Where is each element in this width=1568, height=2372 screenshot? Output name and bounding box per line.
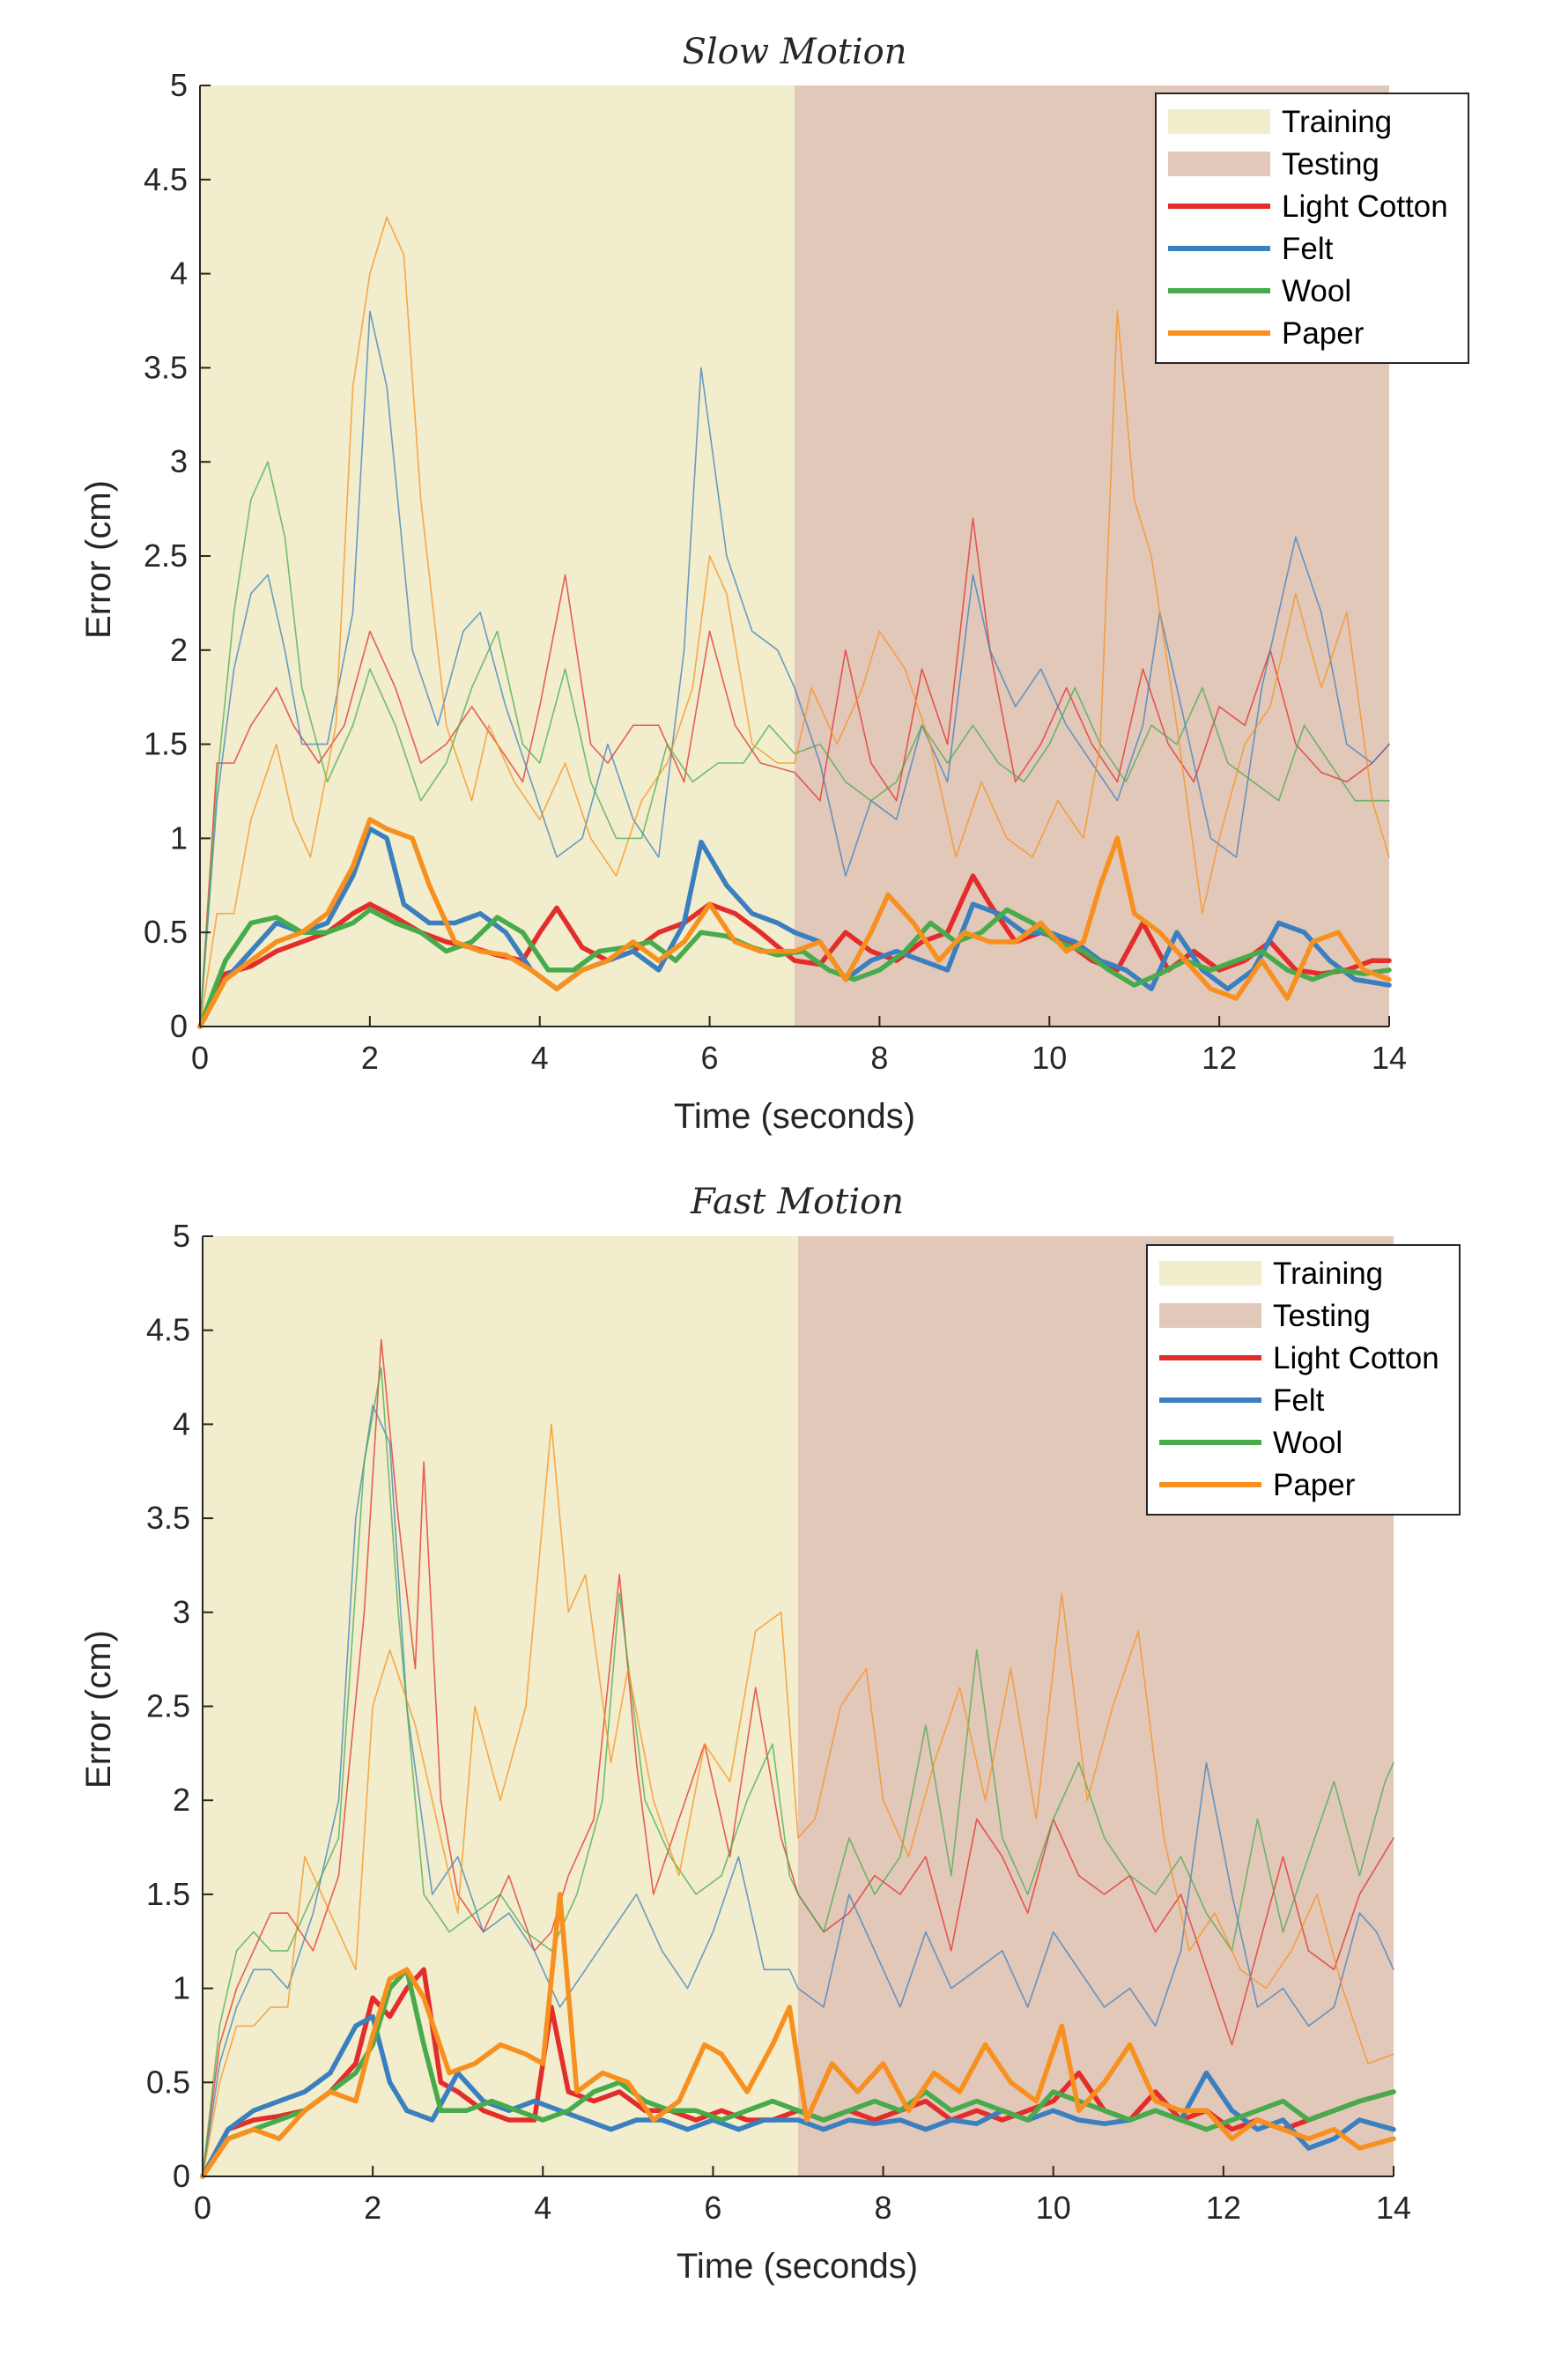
- series-line-paper-thick: [197, 817, 1392, 1029]
- y-tick-label: 2.5: [144, 537, 188, 574]
- x-tick-label: 10: [1036, 2190, 1071, 2226]
- x-tick-label: 14: [1372, 1040, 1407, 1076]
- legend-label: Testing: [1282, 147, 1379, 182]
- y-tick-label: 3: [173, 1594, 190, 1630]
- series-line-light-cotton-thick: [197, 873, 1392, 1029]
- plot-area-slow: 0 2 4 6 8 10 12 14 0 0.5 1 1.5 2 2.5 3 3.5 4 4.5 5 Training…: [144, 67, 1469, 1076]
- y-tick-label: 3: [170, 443, 188, 479]
- legend: Training Testing Light Cotton Felt Wool Paper: [1155, 93, 1469, 364]
- x-tick-label: 4: [534, 2190, 551, 2226]
- legend-swatch-training: [1168, 109, 1270, 134]
- region-training: [200, 85, 795, 1027]
- x-tick-label: 6: [704, 2190, 721, 2226]
- x-tick-label: 6: [701, 1040, 719, 1076]
- series-line-light-cotton-thin: [199, 517, 1390, 1027]
- x-axis-label: Time (seconds): [674, 1097, 915, 1136]
- legend-label: Wool: [1273, 1426, 1342, 1460]
- chart-title: Fast Motion: [690, 1182, 904, 1222]
- y-tick-label: 2: [173, 1782, 190, 1818]
- x-tick-label: 12: [1206, 2190, 1241, 2226]
- legend-label: Wool: [1282, 274, 1351, 308]
- legend-label: Felt: [1273, 1383, 1325, 1418]
- y-tick-label: 3.5: [144, 349, 188, 385]
- y-tick-label: 4.5: [146, 1312, 190, 1348]
- x-tick-label: 2: [364, 2190, 381, 2226]
- y-tick-label: 0: [170, 1008, 188, 1044]
- legend-label: Paper: [1282, 316, 1365, 351]
- legend-label: Paper: [1273, 1468, 1356, 1502]
- series-line-wool-thin: [199, 461, 1390, 1027]
- y-tick-label: 1.5: [144, 726, 188, 762]
- plot-area-fast: 0 2 4 6 8 10 12 14 0 0.5 1 1.5 2 2.5 3 3.5 4 4.5 5 Training…: [146, 1218, 1461, 2226]
- x-axis-label: Time (seconds): [677, 2247, 918, 2286]
- legend-label: Light Cotton: [1282, 189, 1448, 224]
- legend-swatch-training: [1159, 1261, 1261, 1286]
- y-tick-label: 3.5: [146, 1500, 190, 1536]
- x-tick-label: 0: [191, 1040, 209, 1076]
- y-tick-label: 5: [170, 67, 188, 103]
- x-tick-label: 14: [1376, 2190, 1411, 2226]
- x-tick-label: 2: [361, 1040, 379, 1076]
- y-tick-label: 0.5: [146, 2064, 190, 2100]
- chart-panel-slow-motion: Slow Motion 0 2 4 6 8 10 12 14 0 0.5 1 1.5 2 2.5 3 3.5 4…: [79, 32, 1469, 1136]
- legend-label: Testing: [1273, 1299, 1371, 1333]
- series-line-paper-thin: [202, 1423, 1394, 2177]
- x-tick-label: 4: [531, 1040, 549, 1076]
- y-tick-label: 1: [173, 1970, 190, 2006]
- y-tick-label: 1: [170, 819, 188, 856]
- y-axis-label: Error (cm): [79, 1630, 118, 1789]
- series-line-wool-thin: [202, 1367, 1394, 2177]
- chart-title: Slow Motion: [683, 32, 907, 72]
- legend-label: Training: [1273, 1256, 1383, 1291]
- legend-label: Training: [1282, 105, 1392, 139]
- y-tick-label: 1.5: [146, 1876, 190, 1912]
- y-tick-label: 0.5: [144, 914, 188, 950]
- series-line-paper-thick: [200, 1892, 1396, 2179]
- series-line-felt-thin: [199, 310, 1390, 1027]
- legend-label: Light Cotton: [1273, 1341, 1439, 1375]
- x-tick-label: 10: [1032, 1040, 1067, 1076]
- x-tick-label: 8: [870, 1040, 888, 1076]
- x-tick-label: 8: [875, 2190, 892, 2226]
- y-tick-label: 4: [170, 256, 188, 292]
- x-tick-label: 12: [1202, 1040, 1237, 1076]
- region-training: [203, 1236, 798, 2176]
- legend-swatch-testing: [1168, 152, 1270, 176]
- y-tick-label: 4: [173, 1405, 190, 1442]
- y-tick-label: 0: [173, 2158, 190, 2194]
- legend-label: Felt: [1282, 232, 1334, 266]
- legend-swatch-testing: [1159, 1303, 1261, 1328]
- legend-box: [1146, 1244, 1461, 1516]
- y-axis-label: Error (cm): [79, 480, 118, 639]
- series-line-paper-thin: [199, 216, 1390, 1027]
- series-line-light-cotton-thin: [202, 1338, 1394, 2177]
- legend: Training Testing Light Cotton Felt Wool Paper: [1146, 1244, 1461, 1516]
- series-line-felt-thick: [197, 826, 1392, 1029]
- chart-panel-fast-motion: Fast Motion 0 2 4 6 8 10 12 14 0 0.5 1 1.5 2 2.5 3 3.5 4…: [79, 1182, 1461, 2286]
- x-tick-label: 0: [194, 2190, 211, 2226]
- y-tick-label: 2.5: [146, 1688, 190, 1724]
- y-tick-label: 5: [173, 1218, 190, 1254]
- y-tick-label: 4.5: [144, 161, 188, 197]
- series-line-wool-thick: [200, 1967, 1396, 2179]
- y-tick-label: 2: [170, 632, 188, 668]
- legend-box: [1155, 93, 1469, 364]
